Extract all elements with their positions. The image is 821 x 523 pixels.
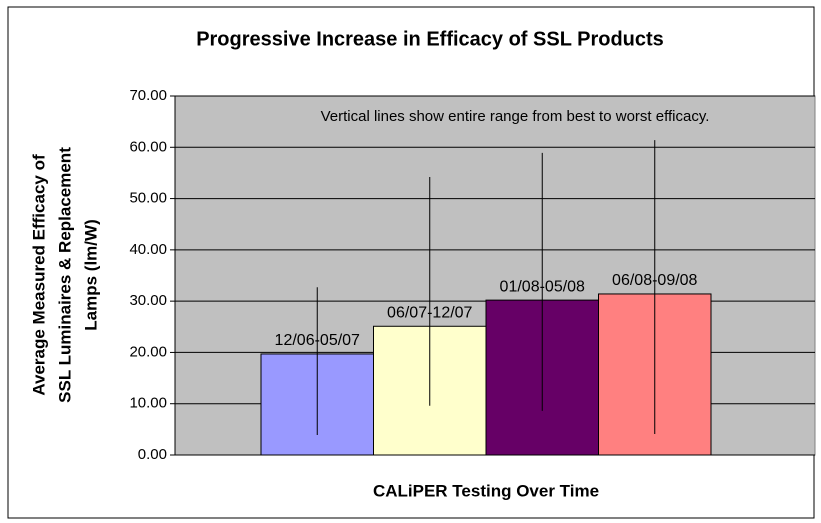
y-tick-label: 70.00 [129,87,167,104]
y-tick-label: 30.00 [129,292,167,309]
y-tick-label: 40.00 [129,241,167,258]
bar-label: 12/06-05/07 [275,332,361,349]
y-axis-label-line: Lamps (lm/W) [81,219,100,330]
chart-title: Progressive Increase in Efficacy of SSL … [196,28,664,50]
y-tick-label: 10.00 [129,395,167,412]
y-tick-label: 20.00 [129,343,167,360]
bar-label: 06/08-09/08 [612,272,698,289]
y-axis-label-line: SSL Luminaires & Replacement [55,147,74,403]
y-tick-label: 60.00 [129,138,167,155]
y-tick-label: 0.00 [138,446,167,463]
y-tick-label: 50.00 [129,190,167,207]
annotation: Vertical lines show entire range from be… [321,108,710,125]
x-axis-label: CALiPER Testing Over Time [373,481,599,500]
bar-label: 06/07-12/07 [387,304,473,321]
y-axis-label: Average Measured Efficacy of SSL Luminai… [29,147,100,403]
y-axis-label-line: Average Measured Efficacy of [29,154,48,396]
bar-label: 01/08-05/08 [500,278,586,295]
